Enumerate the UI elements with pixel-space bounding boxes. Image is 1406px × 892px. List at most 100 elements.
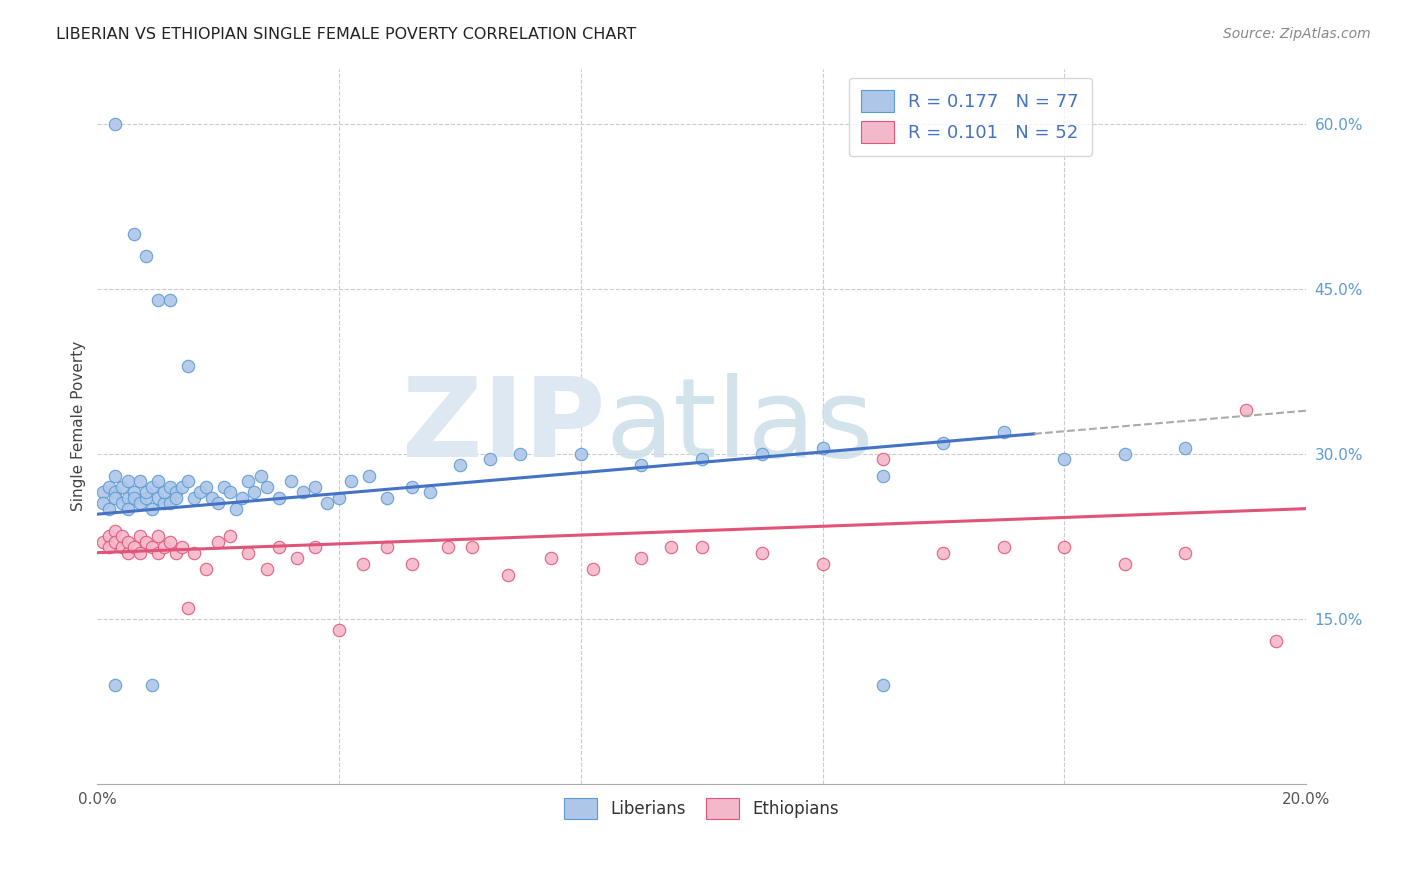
Point (811, 557, 834, 571)
Point (340, 474, 363, 488)
Point (932, 435, 955, 450)
Point (153, 540, 176, 554)
Point (751, 447, 773, 461)
Point (1234, 402, 1257, 417)
Point (219, 485, 242, 500)
Point (98, 529, 121, 543)
Point (582, 562, 605, 576)
Point (117, 474, 139, 488)
Point (401, 557, 423, 571)
Point (811, 441, 834, 455)
Point (141, 480, 163, 494)
Point (751, 546, 773, 560)
Y-axis label: Single Female Poverty: Single Female Poverty (72, 341, 86, 511)
Point (122, 227, 145, 241)
Point (498, 567, 520, 582)
Point (104, 116, 127, 130)
Point (122, 485, 145, 500)
Text: Source: ZipAtlas.com: Source: ZipAtlas.com (1223, 27, 1371, 41)
Point (98, 501, 121, 516)
Point (401, 480, 423, 494)
Point (1174, 441, 1197, 455)
Text: LIBERIAN VS ETHIOPIAN SINGLE FEMALE POVERTY CORRELATION CHART: LIBERIAN VS ETHIOPIAN SINGLE FEMALE POVE… (56, 27, 637, 42)
Point (872, 452, 894, 467)
Point (104, 534, 127, 549)
Point (165, 491, 187, 505)
Point (932, 546, 955, 560)
Point (328, 623, 350, 637)
Point (165, 485, 187, 500)
Point (256, 562, 278, 576)
Point (1174, 546, 1197, 560)
Point (238, 474, 260, 488)
Point (159, 480, 181, 494)
Point (872, 678, 894, 692)
Point (1053, 540, 1076, 554)
Point (377, 540, 399, 554)
Point (316, 496, 339, 510)
Point (352, 557, 374, 571)
Point (1114, 557, 1136, 571)
Point (243, 485, 266, 500)
Point (661, 540, 683, 554)
Point (285, 551, 308, 566)
Point (207, 496, 229, 510)
Point (128, 529, 150, 543)
Point (304, 480, 326, 494)
Text: atlas: atlas (605, 373, 873, 480)
Point (214, 480, 236, 494)
Point (170, 480, 193, 494)
Point (207, 534, 229, 549)
Point (117, 501, 139, 516)
Point (993, 425, 1015, 439)
Point (146, 293, 169, 307)
Point (195, 480, 218, 494)
Point (437, 540, 460, 554)
Point (177, 600, 200, 615)
Point (117, 534, 139, 549)
Point (872, 468, 894, 483)
Point (569, 447, 592, 461)
Point (509, 447, 531, 461)
Point (98, 540, 121, 554)
Point (128, 496, 150, 510)
Point (146, 491, 169, 505)
Point (135, 249, 157, 263)
Point (225, 501, 247, 516)
Point (219, 529, 242, 543)
Point (98, 480, 121, 494)
Point (1264, 633, 1286, 648)
Point (110, 480, 132, 494)
Point (177, 359, 200, 373)
Point (110, 529, 132, 543)
Point (195, 562, 218, 576)
Point (135, 491, 157, 505)
Point (104, 468, 127, 483)
Point (117, 491, 139, 505)
Point (238, 546, 260, 560)
Point (153, 485, 176, 500)
Point (146, 474, 169, 488)
Point (183, 546, 205, 560)
Point (449, 458, 471, 472)
Point (93, 534, 115, 549)
Point (479, 452, 502, 467)
Point (630, 551, 652, 566)
Point (93, 485, 115, 500)
Point (159, 534, 181, 549)
Point (93, 496, 115, 510)
Point (135, 534, 157, 549)
Point (141, 501, 163, 516)
Point (280, 474, 302, 488)
Point (231, 491, 253, 505)
Point (128, 546, 150, 560)
Point (177, 474, 200, 488)
Point (141, 678, 163, 692)
Point (690, 540, 713, 554)
Text: ZIP: ZIP (402, 373, 605, 480)
Point (146, 546, 169, 560)
Point (165, 546, 187, 560)
Point (993, 540, 1015, 554)
Point (104, 485, 127, 500)
Point (110, 540, 132, 554)
